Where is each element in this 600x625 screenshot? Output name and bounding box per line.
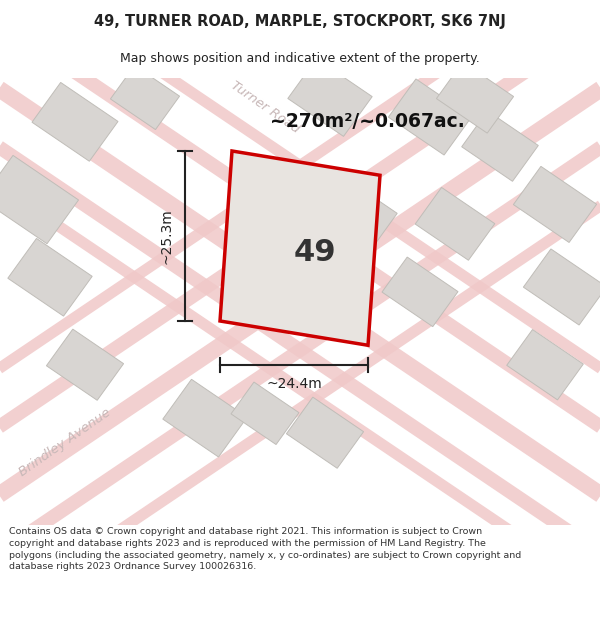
Bar — [514, 166, 596, 242]
Text: Contains OS data © Crown copyright and database right 2021. This information is : Contains OS data © Crown copyright and d… — [9, 527, 521, 571]
Bar — [8, 238, 92, 316]
Text: ~25.3m: ~25.3m — [159, 208, 173, 264]
Bar — [163, 379, 247, 457]
Bar — [436, 62, 514, 133]
Bar — [32, 82, 118, 161]
Text: 49, TURNER ROAD, MARPLE, STOCKPORT, SK6 7NJ: 49, TURNER ROAD, MARPLE, STOCKPORT, SK6 … — [94, 14, 506, 29]
Text: ~270m²/~0.067ac.: ~270m²/~0.067ac. — [270, 112, 465, 131]
Bar — [323, 180, 397, 248]
Polygon shape — [220, 151, 380, 345]
Bar — [382, 257, 458, 327]
Bar — [0, 156, 79, 244]
Bar — [231, 382, 299, 444]
Text: Turner Road: Turner Road — [228, 79, 302, 136]
Bar — [288, 59, 372, 136]
Bar — [46, 329, 124, 400]
Text: Map shows position and indicative extent of the property.: Map shows position and indicative extent… — [120, 52, 480, 65]
Text: Brindley Avenue: Brindley Avenue — [17, 406, 113, 479]
Bar — [507, 329, 583, 400]
Text: 49: 49 — [293, 239, 337, 268]
Text: ~24.4m: ~24.4m — [266, 377, 322, 391]
Bar — [415, 188, 495, 260]
Bar — [523, 249, 600, 325]
Bar — [462, 111, 538, 181]
Bar — [388, 79, 472, 155]
Bar — [286, 397, 364, 468]
Bar — [110, 66, 179, 129]
